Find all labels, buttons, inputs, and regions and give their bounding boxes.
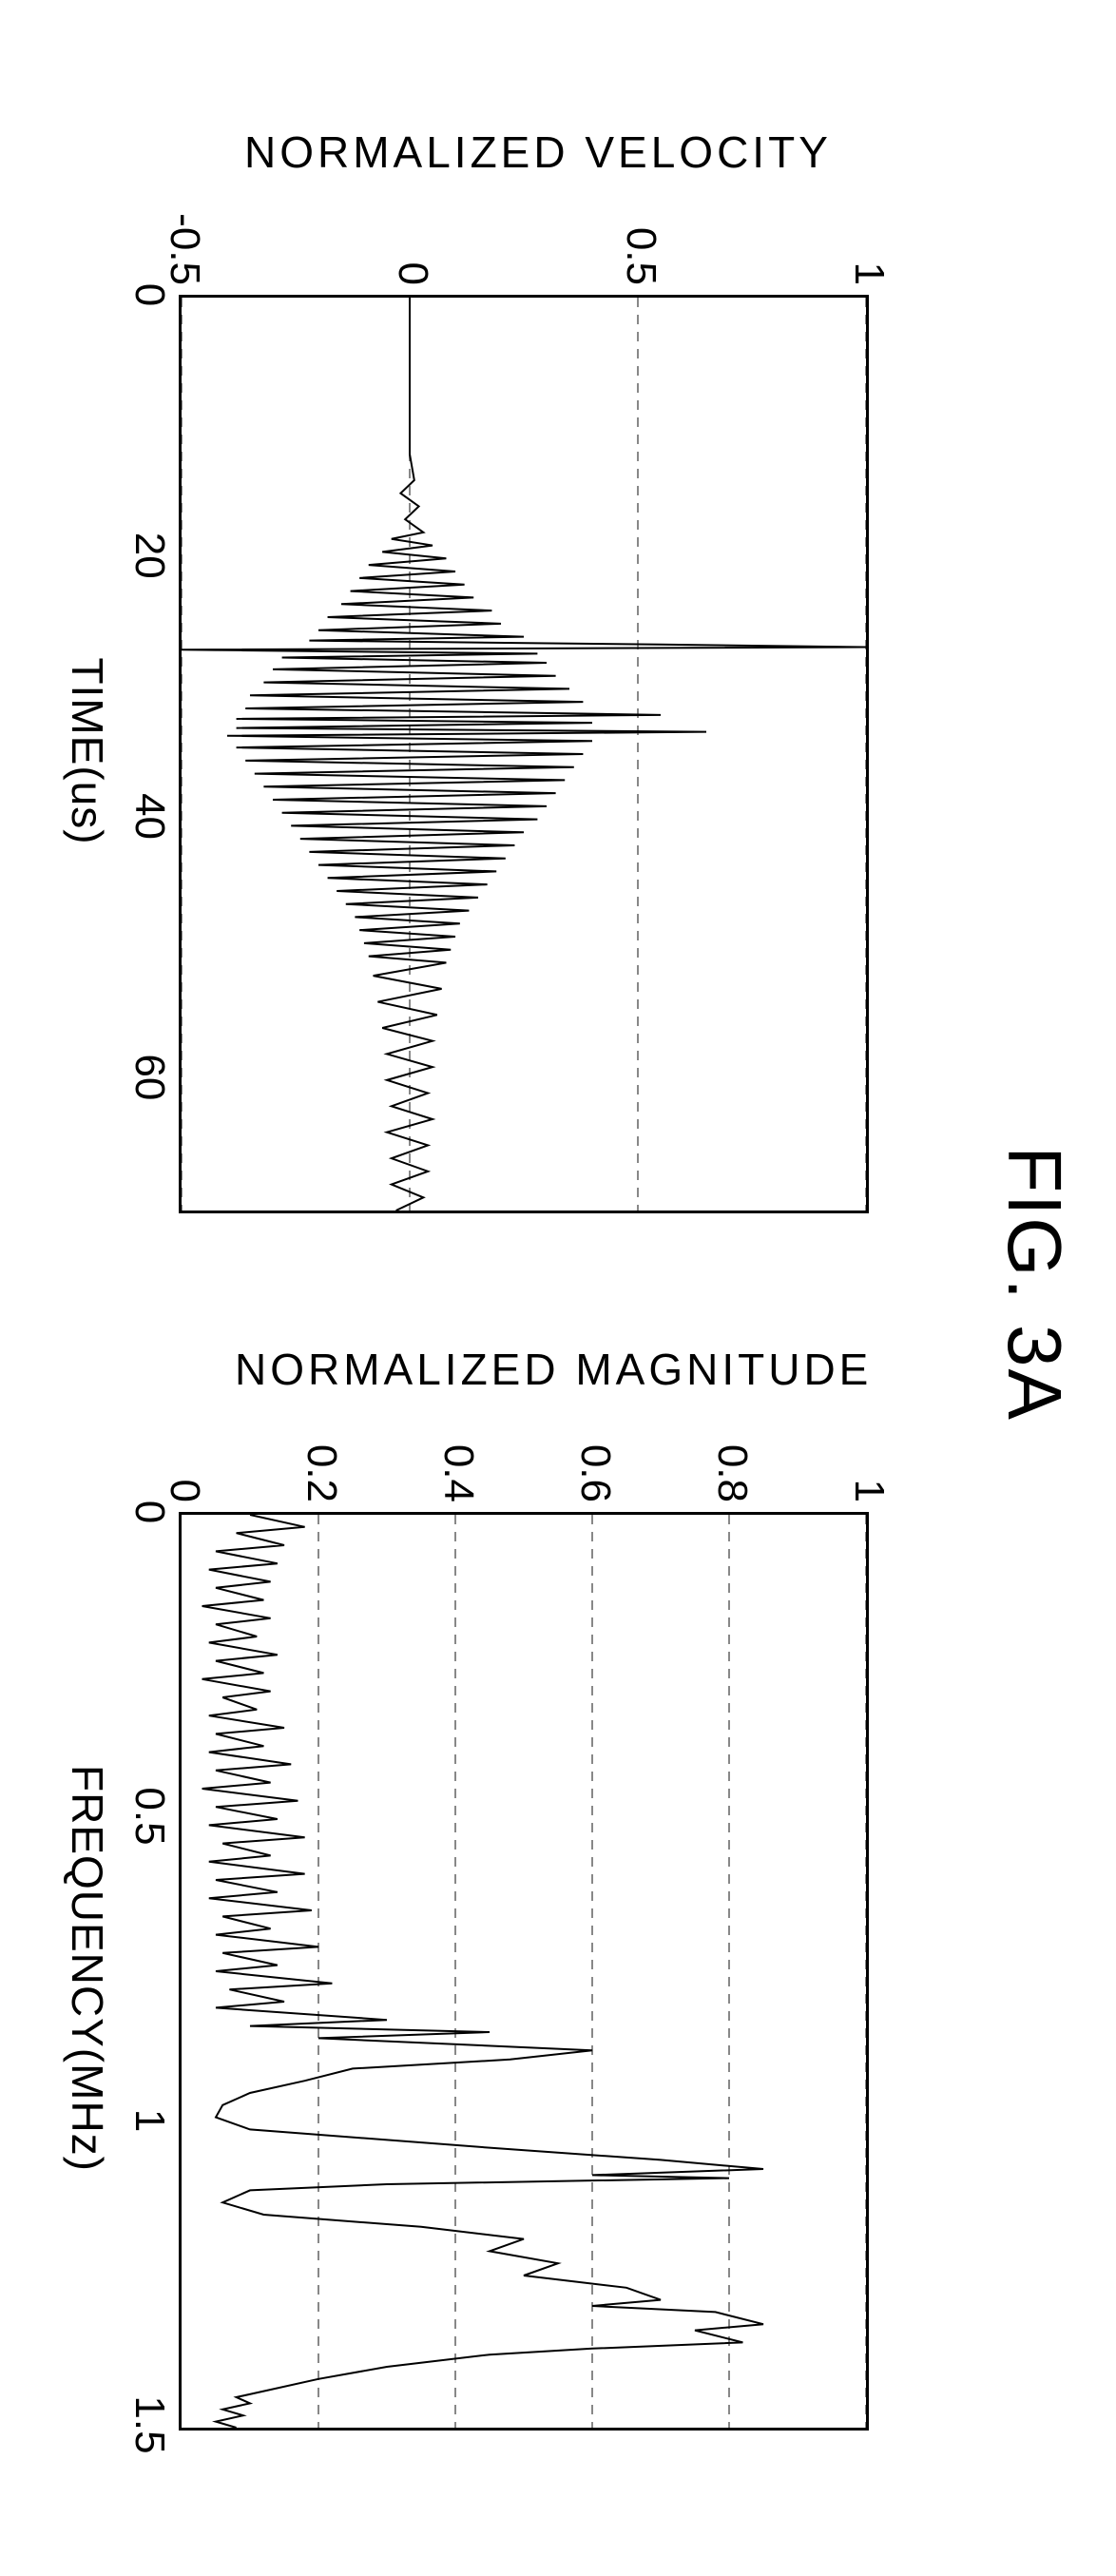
- xtick-label: 1: [125, 2109, 173, 2132]
- xtick-label: 0: [125, 1501, 173, 1523]
- ytick-label: 1: [845, 190, 893, 285]
- ytick-label: 0.2: [298, 1407, 345, 1502]
- ytick-label: 0: [161, 1407, 208, 1502]
- left-ylabel: NORMALIZED VELOCITY: [244, 126, 815, 178]
- ytick-label: 0.4: [434, 1407, 482, 1502]
- ytick-label: 0.5: [617, 190, 664, 285]
- figure-page: FIG. 3A TIME(us) NORMALIZED VELOCITY FRE…: [0, 0, 1116, 2576]
- xtick-label: 40: [125, 793, 173, 840]
- ytick-label: 1: [845, 1407, 893, 1502]
- time-velocity-chart: [179, 295, 869, 1213]
- left-xlabel: TIME(us): [62, 295, 113, 1208]
- figure-label: FIG. 3A: [991, 1046, 1078, 1521]
- xtick-label: 0.5: [125, 1787, 173, 1845]
- velocity-trace: [182, 298, 866, 1211]
- ytick-label: -0.5: [161, 190, 208, 285]
- ytick-label: 0.8: [708, 1407, 756, 1502]
- xtick-label: 60: [125, 1054, 173, 1100]
- right-ylabel: NORMALIZED MAGNITUDE: [235, 1344, 824, 1395]
- ytick-label: 0: [389, 190, 436, 285]
- xtick-label: 0: [125, 283, 173, 306]
- magnitude-trace: [182, 1515, 866, 2428]
- right-xlabel: FREQUENCY(MHz): [62, 1512, 113, 2425]
- frequency-magnitude-chart: [179, 1512, 869, 2431]
- xtick-label: 20: [125, 533, 173, 579]
- ytick-label: 0.6: [571, 1407, 619, 1502]
- xtick-label: 1.5: [125, 2395, 173, 2453]
